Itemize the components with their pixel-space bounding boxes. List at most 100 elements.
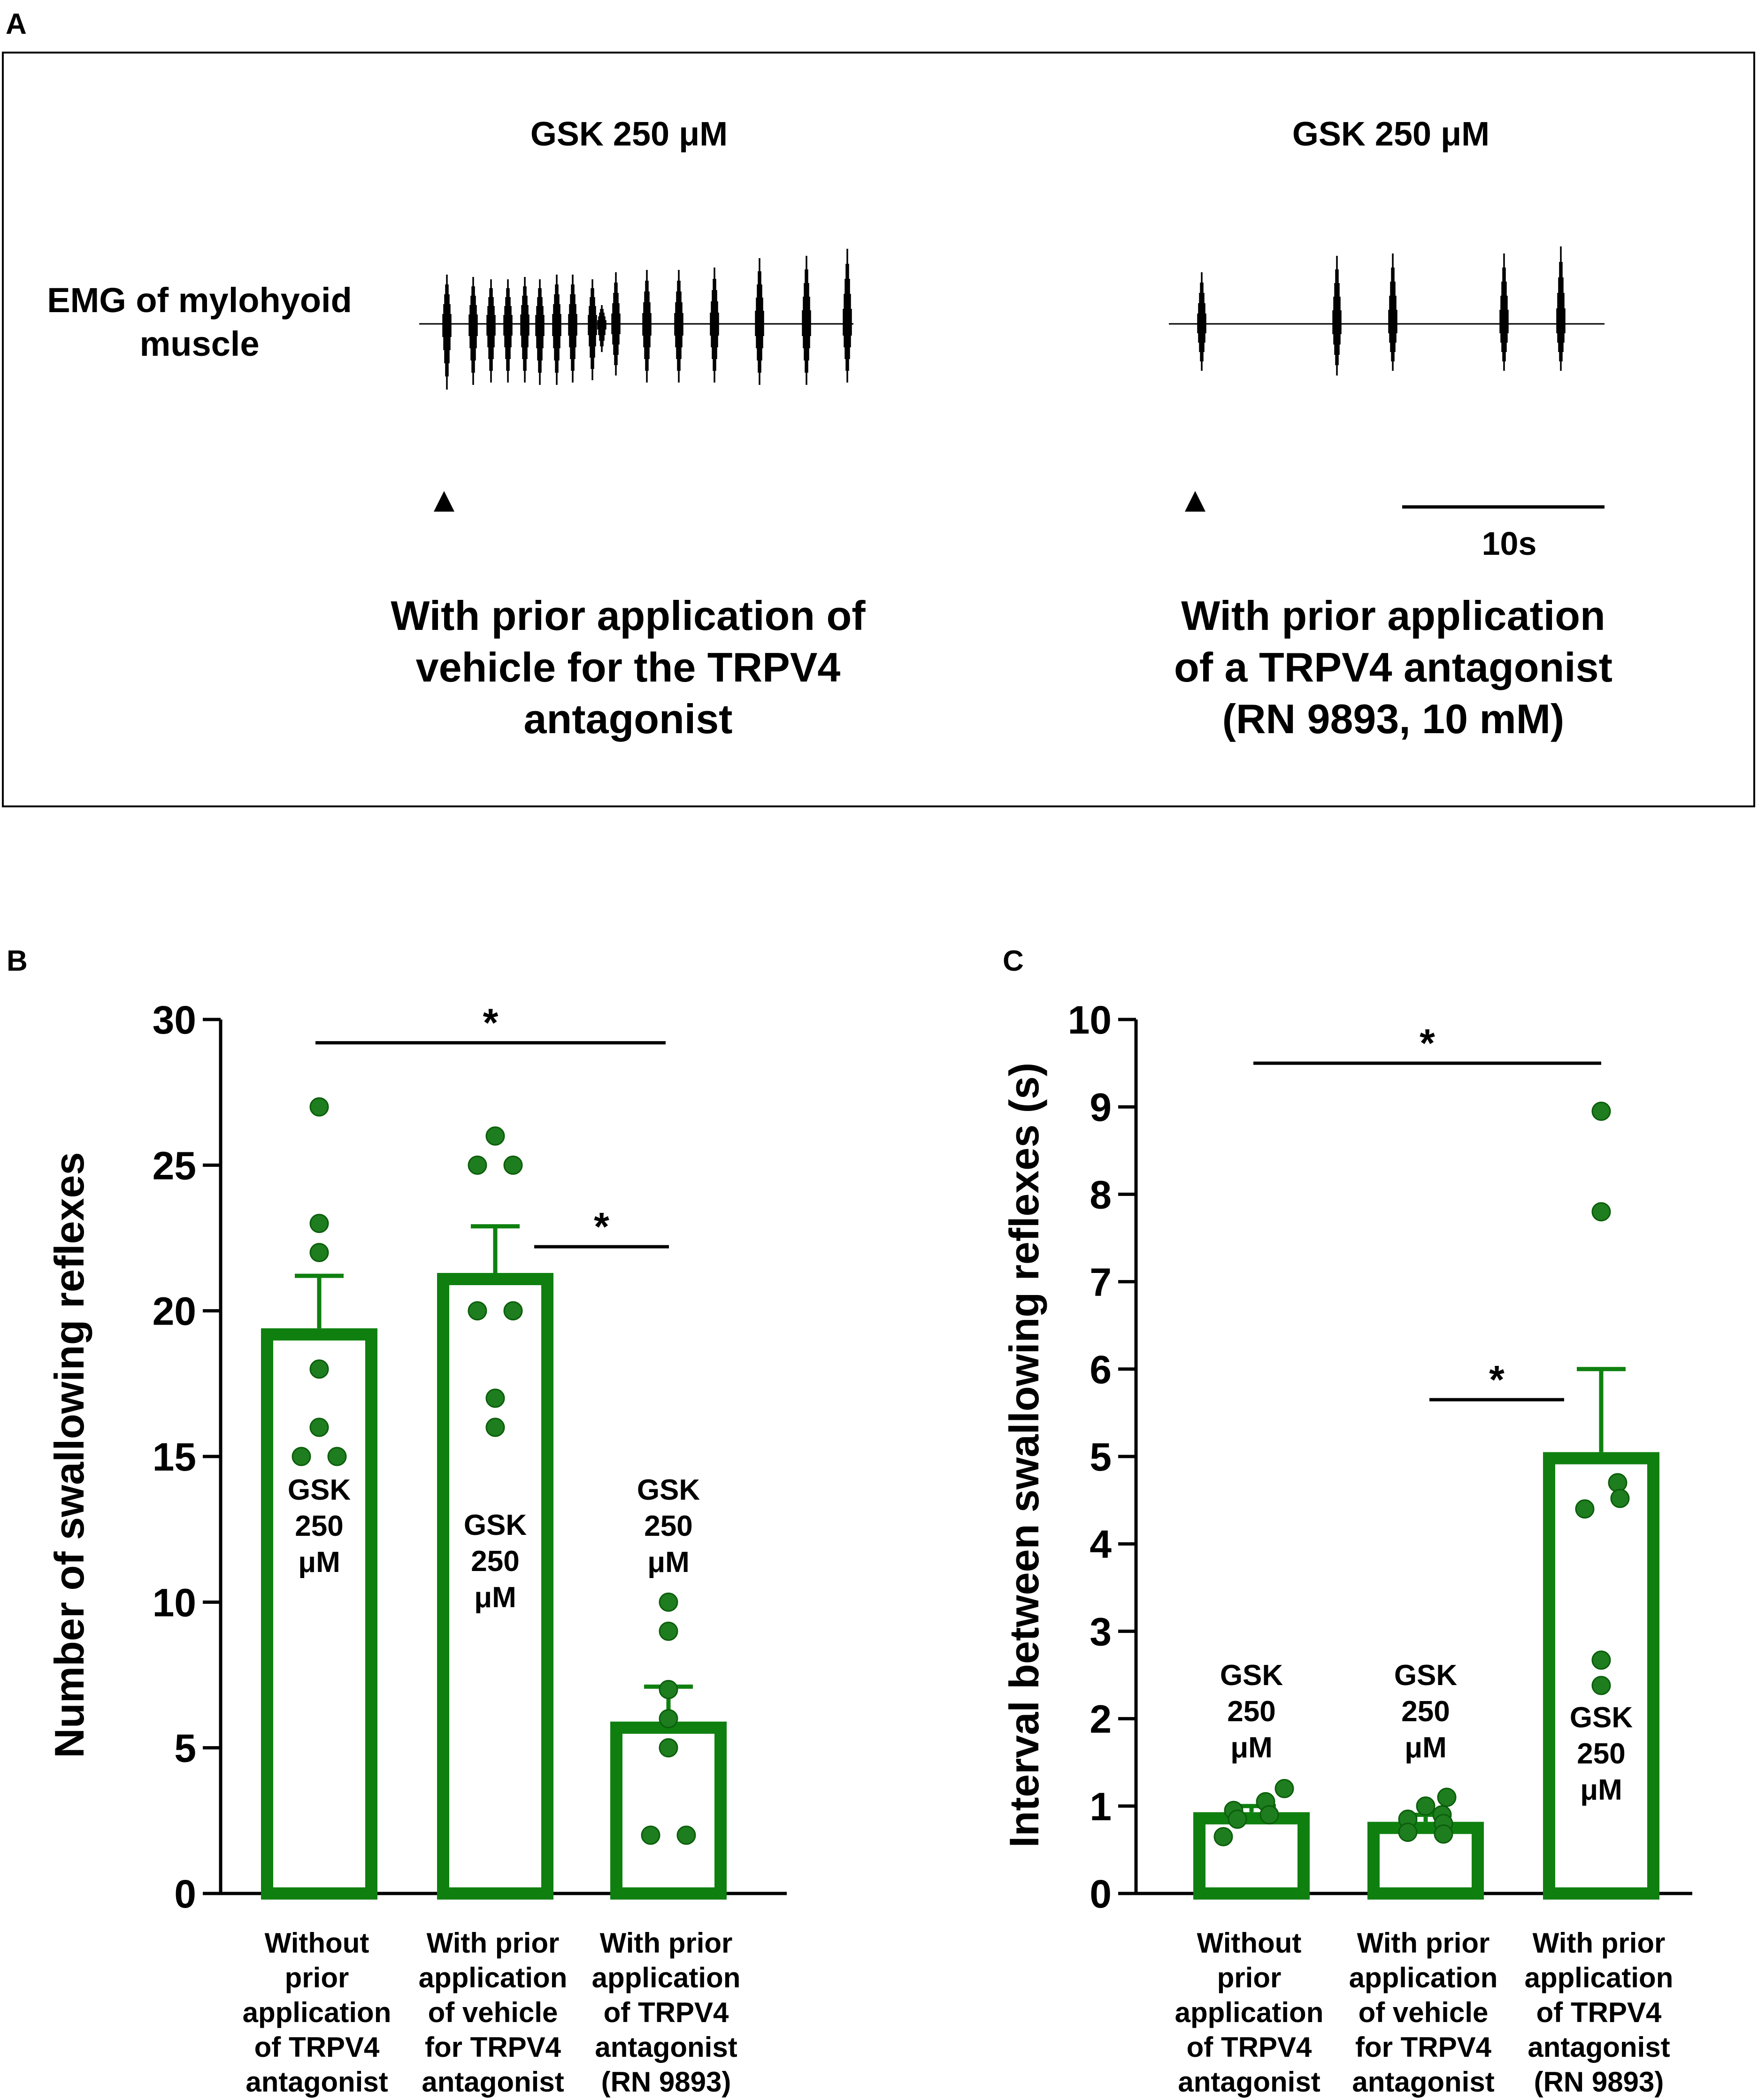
- x-category-label: prior: [1217, 1962, 1282, 1993]
- x-category-label: antagonist: [246, 2066, 388, 2098]
- left-trace-title: GSK 250 μM: [530, 115, 728, 153]
- emg-burst: [674, 270, 683, 383]
- right-caption-line-3: (RN 9893, 10 mM): [1222, 696, 1565, 742]
- bar-treatment-label: GSK: [1220, 1659, 1283, 1692]
- data-point: [485, 1126, 505, 1146]
- data-point: [1591, 1676, 1611, 1695]
- data-point: [676, 1825, 696, 1845]
- x-category-label: (RN 9893): [601, 2066, 731, 2098]
- emg-burst: [568, 275, 577, 383]
- x-category-label: With prior: [1533, 1927, 1666, 1959]
- bar: [610, 1721, 727, 1900]
- emg-burst: [503, 279, 513, 383]
- x-category-label: of TRPV4: [604, 1997, 729, 2028]
- data-point: [503, 1155, 523, 1175]
- emg-burst: [486, 279, 496, 383]
- bar-treatment-label: μM: [1580, 1774, 1622, 1806]
- data-point: [1437, 1787, 1457, 1807]
- x-category-label: application: [1175, 1997, 1324, 2028]
- bar: [1193, 1812, 1310, 1900]
- emg-trace-vehicle: [419, 249, 853, 390]
- emg-row-label-line-2: muscle: [139, 324, 259, 363]
- bar-treatment-label: 250: [1401, 1695, 1450, 1728]
- data-point: [485, 1388, 505, 1408]
- data-point: [1608, 1473, 1627, 1493]
- bar: [437, 1272, 553, 1900]
- bar-treatment-label: 250: [471, 1545, 519, 1578]
- data-point: [1259, 1805, 1279, 1824]
- data-point: [468, 1301, 487, 1321]
- significance-star: *: [1420, 1021, 1435, 1065]
- y-tick-label: 2: [1090, 1697, 1112, 1741]
- x-category-label: Without: [1197, 1927, 1302, 1959]
- y-tick-label: 3: [1090, 1609, 1112, 1654]
- bar-treatment-label: 250: [644, 1510, 692, 1542]
- bar-treatment-label: 250: [1227, 1695, 1275, 1728]
- left-caption-line-3: antagonist: [524, 696, 733, 742]
- emg-burst: [611, 272, 621, 376]
- data-point: [1416, 1796, 1436, 1816]
- data-point: [327, 1447, 347, 1466]
- y-tick-label: 6: [1090, 1348, 1112, 1392]
- bar-treatment-label: 250: [295, 1510, 343, 1542]
- left-caption-line-2: vehicle for the TRPV4: [416, 644, 841, 690]
- x-category-label: With prior: [427, 1927, 560, 1959]
- x-category-label: prior: [285, 1962, 349, 1993]
- data-point: [309, 1097, 329, 1117]
- y-tick-label: 30: [153, 998, 196, 1042]
- emg-burst: [597, 305, 606, 352]
- data-point: [659, 1738, 678, 1758]
- x-category-label: antagonist: [422, 2066, 564, 2098]
- x-category-label: antagonist: [1528, 2031, 1670, 2063]
- data-point: [309, 1418, 329, 1437]
- right-trace-title: GSK 250 μM: [1292, 115, 1489, 153]
- x-category-label: for TRPV4: [425, 2031, 561, 2063]
- data-point: [659, 1709, 678, 1729]
- emg-burst: [710, 268, 719, 383]
- scale-bar-label: 10s: [1482, 525, 1537, 562]
- stimulus-onset-marker: [1185, 491, 1205, 512]
- panel-b-chart: B Number of swallowing reflexes 0 5 10 15 20…: [7, 945, 787, 2098]
- x-category-label: application: [1349, 1962, 1498, 1993]
- y-tick-label: 5: [174, 1726, 196, 1770]
- x-category-label: application: [1525, 1962, 1674, 1993]
- data-point: [659, 1592, 678, 1612]
- x-category-label: antagonist: [1178, 2066, 1320, 2098]
- bar-treatment-label: GSK: [1570, 1701, 1633, 1734]
- emg-burst: [535, 279, 545, 385]
- y-tick-label: 8: [1090, 1173, 1112, 1217]
- emg-burst: [802, 256, 811, 385]
- x-category-label: application: [592, 1962, 741, 1993]
- data-point: [1591, 1650, 1611, 1670]
- data-point: [1213, 1827, 1233, 1847]
- emg-burst: [642, 270, 652, 383]
- y-tick-label: 0: [1090, 1872, 1112, 1916]
- emg-burst: [1499, 253, 1509, 371]
- data-point: [309, 1243, 329, 1263]
- y-tick-label: 0: [174, 1872, 196, 1916]
- emg-burst: [468, 277, 478, 385]
- emg-burst: [520, 277, 530, 383]
- emg-burst: [1332, 256, 1342, 376]
- x-category-label: of TRPV4: [1536, 1997, 1662, 2028]
- x-category-label: for TRPV4: [1355, 2031, 1492, 2063]
- bar-treatment-label: GSK: [464, 1509, 527, 1541]
- data-point: [1610, 1488, 1630, 1508]
- x-category-label: application: [419, 1962, 568, 1993]
- y-tick-label: 15: [153, 1435, 196, 1479]
- x-category-label: of TRPV4: [1187, 2031, 1312, 2063]
- panel-c-chart: C Interval between swallowing reflexes (…: [1001, 945, 1692, 2098]
- emg-row-label-line-1: EMG of mylohyoid: [47, 281, 352, 320]
- y-axis-label: Number of swallowing reflexes: [46, 1152, 92, 1758]
- bar-treatment-label: GSK: [288, 1474, 351, 1506]
- panel-a: A GSK 250 μM GSK 250 μM EMG of mylohyoid…: [2, 8, 1755, 807]
- y-tick-label: 20: [153, 1289, 196, 1334]
- y-axis-label: Interval between swallowing reflexes (s): [1001, 1063, 1047, 1848]
- x-category-label: of vehicle: [428, 1997, 558, 2028]
- x-category-label: application: [243, 1997, 392, 2028]
- emg-burst: [755, 258, 764, 385]
- emg-burst: [552, 275, 561, 385]
- y-tick-label: 7: [1090, 1260, 1112, 1304]
- data-point: [1274, 1779, 1294, 1799]
